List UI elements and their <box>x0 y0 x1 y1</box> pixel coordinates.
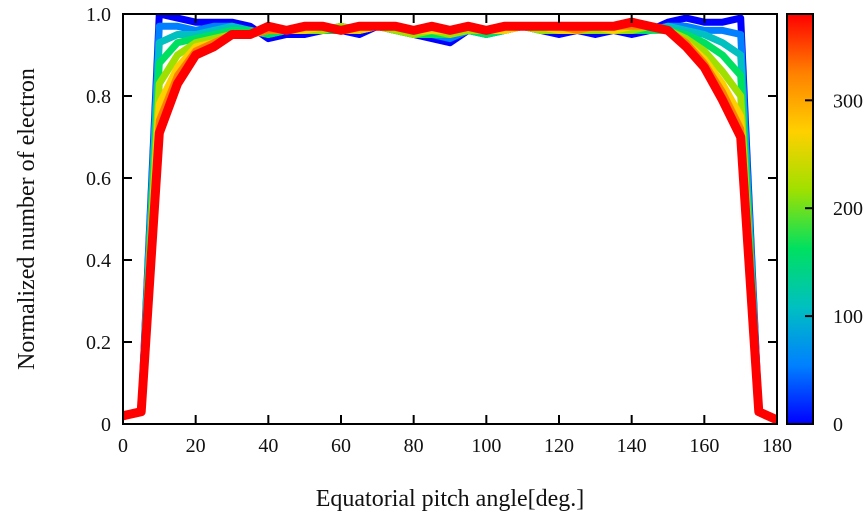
colorbar-tick-label: 0 <box>833 414 843 436</box>
x-tick-label: 140 <box>617 435 647 457</box>
y-tick-label: 1.0 <box>86 4 111 26</box>
x-tick-label: 40 <box>258 435 278 457</box>
x-tick-label: 20 <box>186 435 206 457</box>
y-axis: 0 0.2 0.4 0.6 0.8 1.0 <box>86 4 777 436</box>
series-line-3 <box>123 22 777 424</box>
y-tick-label: 0 <box>101 414 111 436</box>
x-axis-label: Equatorial pitch angle[deg.] <box>316 486 585 512</box>
y-tick-label: 0.4 <box>86 250 111 272</box>
series-line-5 <box>123 22 777 424</box>
series-line-1 <box>123 14 777 424</box>
y-tick-label: 0.6 <box>86 168 111 190</box>
colorbar-ticks: 0 100 200 300 <box>805 90 863 436</box>
colorbar-tick-label: 200 <box>833 198 863 220</box>
y-tick-label: 0.8 <box>86 86 111 108</box>
colorbar-tick-label: 100 <box>833 306 863 328</box>
x-tick-label: 100 <box>471 435 501 457</box>
x-tick-label: 180 <box>762 435 792 457</box>
x-tick-label: 160 <box>689 435 719 457</box>
series-line-4 <box>123 22 777 424</box>
colorbar-tick-label: 300 <box>833 90 863 112</box>
y-tick-label: 0.2 <box>86 332 111 354</box>
series-line-8 <box>123 17 777 424</box>
series-line-2 <box>123 22 777 424</box>
series-line-6 <box>123 22 777 424</box>
series-layer <box>123 14 777 424</box>
y-axis-label: Normalized number of electron <box>14 68 40 370</box>
series-line-7 <box>123 22 777 424</box>
x-tick-label: 120 <box>544 435 574 457</box>
x-tick-label: 60 <box>331 435 351 457</box>
colorbar <box>786 13 814 425</box>
plot-frame <box>122 13 778 425</box>
x-axis: 0 20 40 60 80 100 120 140 160 180 <box>118 14 792 457</box>
x-tick-label: 80 <box>404 435 424 457</box>
x-tick-label: 0 <box>118 435 128 457</box>
